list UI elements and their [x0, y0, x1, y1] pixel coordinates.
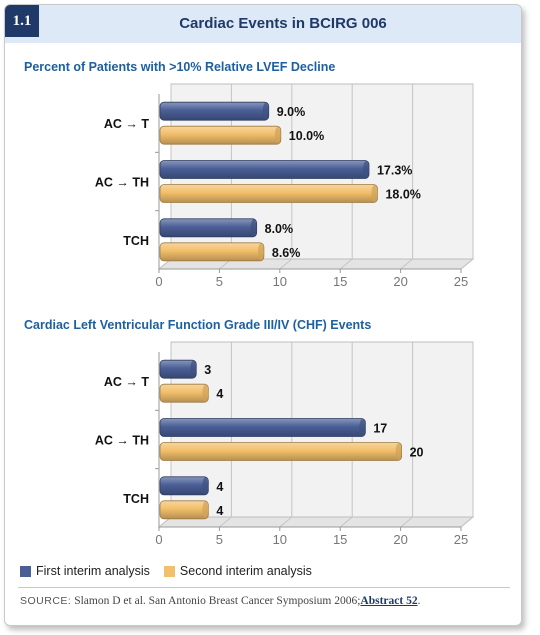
x-tick-label: 5: [216, 532, 223, 547]
data-label: 10.0%: [289, 129, 324, 143]
data-label: 20: [410, 446, 424, 460]
source-label: SOURCE:: [20, 595, 72, 607]
bar-end-cap: [257, 243, 264, 261]
legend-item-second: Second interim analysis: [163, 564, 312, 578]
bar-end-cap: [395, 443, 402, 460]
legend-swatch-first: [20, 565, 31, 577]
figure-number-badge: 1.1: [5, 5, 39, 37]
grid-floor-line: [219, 516, 232, 528]
category-label: TCH: [123, 234, 149, 248]
x-tick-label: 25: [454, 274, 468, 289]
figure-header: 1.1 Cardiac Events in BCIRG 006: [5, 5, 521, 43]
x-tick-label: 15: [333, 532, 347, 547]
bar-second-interim: [159, 383, 209, 403]
x-tick-label: 0: [155, 274, 162, 289]
data-label: 4: [216, 387, 223, 401]
bar-end-cap: [202, 501, 209, 519]
x-tick-label: 10: [273, 532, 287, 547]
bar-end-cap: [359, 419, 366, 436]
bar-end-cap: [274, 126, 281, 144]
x-tick-label: 25: [454, 532, 468, 547]
legend-item-first: First interim analysis: [20, 564, 150, 578]
grid-floor-line: [460, 516, 474, 528]
bar-end-cap: [262, 102, 269, 120]
x-tick-label: 15: [333, 274, 347, 289]
legend: First interim analysis Second interim an…: [20, 563, 326, 579]
bar-second-interim: [159, 242, 265, 262]
grid-floor-line: [279, 516, 293, 528]
x-tick-label: 20: [393, 532, 407, 547]
source-text: Slamon D et al. San Antonio Breast Cance…: [71, 595, 361, 607]
grid-floor-line: [460, 258, 474, 270]
chart-1-title: Percent of Patients with >10% Relative L…: [24, 60, 336, 74]
grid-floor-line: [400, 258, 413, 270]
grid-floor-line: [339, 258, 353, 270]
bar-end-cap: [250, 219, 257, 237]
source-divider: [18, 587, 510, 588]
bar-end-cap: [362, 161, 369, 178]
data-label: 3: [204, 363, 211, 377]
bar-first-interim: [159, 476, 209, 496]
data-label: 8.6%: [272, 246, 301, 260]
data-label: 17.3%: [377, 164, 412, 178]
x-tick-label: 0: [155, 532, 162, 547]
chart-lvef-decline: 0 5 10 15 20 25 AC → T 9.0% 10.0% AC → TH 17.3% 18.…: [95, 83, 475, 289]
legend-swatch-second: [163, 565, 175, 577]
legend-label-second: Second interim analysis: [179, 564, 312, 578]
x-tick-label: 5: [216, 274, 223, 289]
category-label: AC → T: [104, 117, 150, 131]
grid-floor-line: [339, 516, 353, 528]
chart-2-title: Cardiac Left Ventricular Function Grade …: [24, 318, 372, 332]
bar-end-cap: [202, 384, 209, 402]
x-tick-label: 20: [393, 274, 407, 289]
bar-second-interim: [159, 500, 209, 520]
x-tick-label: 10: [273, 274, 287, 289]
grid-floor-line: [400, 516, 413, 528]
data-label: 18.0%: [385, 188, 420, 202]
bar-first-interim: [159, 160, 370, 179]
category-label: AC → T: [104, 375, 150, 389]
bar-second-interim: [159, 442, 403, 461]
bar-second-interim: [159, 125, 282, 145]
data-label: 4: [216, 504, 223, 518]
data-label: 4: [216, 480, 223, 494]
bar-first-interim: [159, 218, 258, 238]
source-citation: SOURCE: Slamon D et al. San Antonio Brea…: [20, 595, 420, 607]
bar-end-cap: [190, 360, 197, 378]
data-label: 17: [373, 422, 387, 436]
source-abstract-link[interactable]: Abstract 52: [360, 595, 418, 607]
bar-first-interim: [159, 101, 270, 121]
source-suffix: .: [417, 595, 421, 607]
bar-end-cap: [202, 477, 209, 495]
legend-label-first: First interim analysis: [36, 564, 150, 578]
figure-title: Cardiac Events in BCIRG 006: [179, 14, 387, 32]
category-label: AC → TH: [95, 176, 149, 190]
bar-first-interim: [159, 418, 366, 437]
bar-second-interim: [159, 184, 378, 203]
data-label: 8.0%: [265, 222, 294, 236]
category-label: TCH: [123, 492, 149, 506]
category-label: AC → TH: [95, 434, 149, 448]
grid-floor-line: [279, 258, 293, 270]
data-label: 9.0%: [277, 105, 306, 119]
bar-end-cap: [371, 185, 378, 202]
